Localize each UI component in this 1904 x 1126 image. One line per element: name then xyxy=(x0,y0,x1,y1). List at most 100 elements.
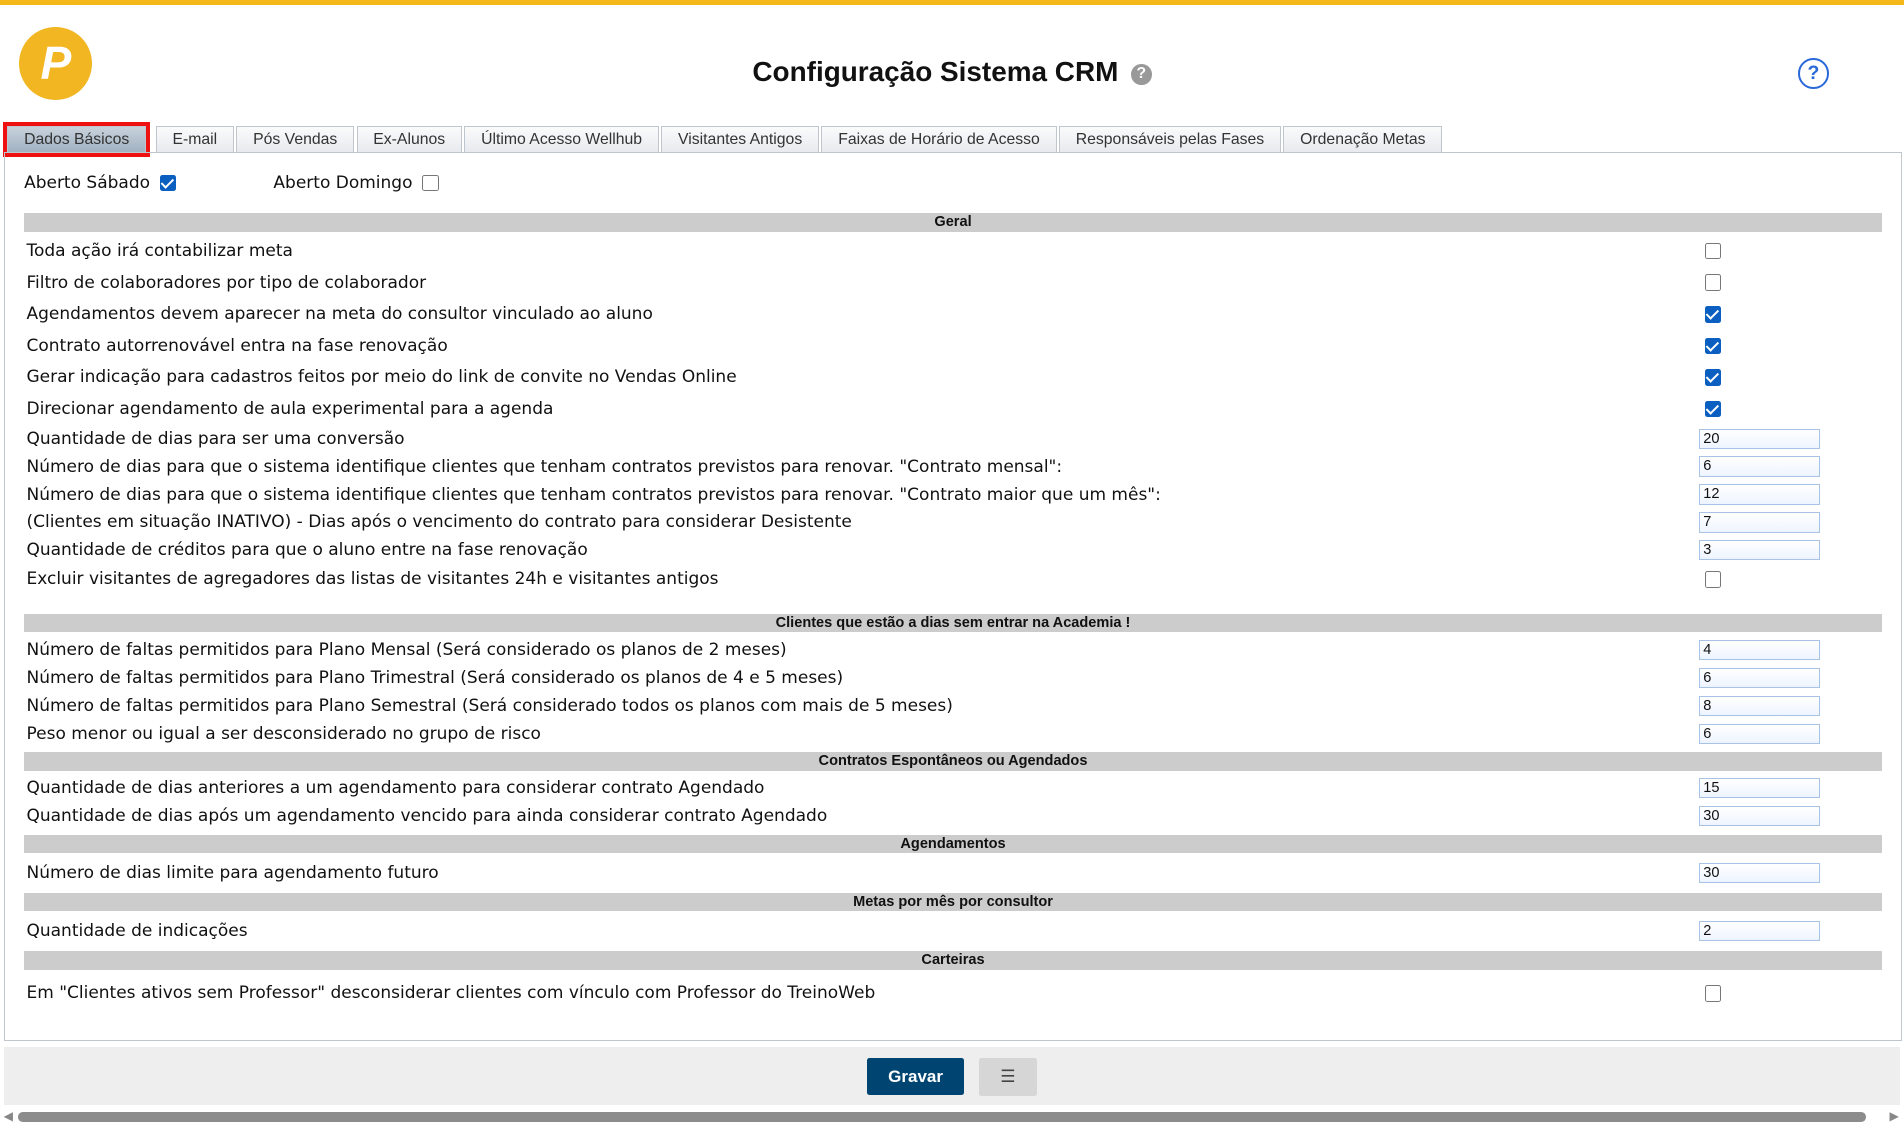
tab-6[interactable]: Faixas de Horário de Acesso xyxy=(821,126,1057,153)
section-header: Geral xyxy=(24,213,1882,232)
setting-input[interactable]: 20 xyxy=(1698,428,1821,449)
setting-control: 30 xyxy=(1698,862,1821,883)
setting-checkbox[interactable] xyxy=(1704,242,1722,260)
setting-label: Contrato autorrenovável entra na fase re… xyxy=(26,335,448,356)
setting-label: Quantidade de créditos para que o aluno … xyxy=(26,540,588,561)
setting-label: Número de faltas permitidos para Plano M… xyxy=(26,639,787,660)
setting-label: Número de faltas permitidos para Plano S… xyxy=(26,695,953,716)
setting-control xyxy=(1699,369,1820,386)
setting-input[interactable]: 4 xyxy=(1698,639,1821,660)
setting-row: Número de dias para que o sistema identi… xyxy=(24,481,1882,509)
setting-label: Quantidade de dias anteriores a um agend… xyxy=(26,778,765,799)
setting-checkbox[interactable] xyxy=(1704,305,1722,323)
setting-input[interactable]: 3 xyxy=(1698,540,1821,561)
setting-row: Toda ação irá contabilizar meta xyxy=(24,235,1882,267)
tab-8[interactable]: Ordenação Metas xyxy=(1283,126,1443,153)
setting-label: Número de dias para que o sistema identi… xyxy=(26,484,1161,505)
setting-row: Direcionar agendamento de aula experimen… xyxy=(24,393,1882,425)
footer-bar: Gravar ☰ xyxy=(3,1046,1901,1105)
tab-3[interactable]: Ex-Alunos xyxy=(356,126,462,153)
setting-label: Peso menor ou igual a ser desconsiderado… xyxy=(26,723,541,744)
option-label: Aberto Sábado xyxy=(24,173,151,194)
question-circle-icon[interactable]: ? xyxy=(1798,58,1829,89)
setting-checkbox[interactable] xyxy=(1704,274,1722,291)
setting-label: Número de dias limite para agendamento f… xyxy=(26,862,439,883)
tab-7[interactable]: Responsáveis pelas Fases xyxy=(1058,126,1281,153)
setting-input[interactable]: 7 xyxy=(1698,512,1821,533)
section-header: Metas por mês por consultor xyxy=(24,893,1882,912)
section-header: Carteiras xyxy=(24,951,1882,970)
setting-control xyxy=(1699,305,1820,323)
section-header: Clientes que estão a dias sem entrar na … xyxy=(24,614,1882,633)
logo: P xyxy=(19,26,93,100)
setting-row: Quantidade de indicações 2 xyxy=(24,915,1882,947)
setting-checkbox[interactable] xyxy=(1704,571,1722,588)
setting-row: Número de faltas permitidos para Plano M… xyxy=(24,636,1882,664)
setting-input[interactable]: 2 xyxy=(1698,920,1821,941)
tab-1[interactable]: E-mail xyxy=(155,126,234,153)
scroll-left-icon[interactable]: ◀ xyxy=(3,1108,13,1123)
setting-row: Quantidade de dias para ser uma conversã… xyxy=(24,425,1882,453)
setting-row: Quantidade de dias após um agendamento v… xyxy=(24,802,1882,830)
setting-control: 4 xyxy=(1698,639,1821,660)
setting-row: Número de dias limite para agendamento f… xyxy=(24,857,1882,889)
section-header: Agendamentos xyxy=(24,834,1882,854)
setting-control: 6 xyxy=(1698,667,1821,688)
setting-input[interactable]: 6 xyxy=(1698,667,1821,688)
option-label: Aberto Domingo xyxy=(273,173,413,194)
setting-control: 15 xyxy=(1698,778,1821,799)
setting-label: Quantidade de indicações xyxy=(26,920,248,941)
tab-0[interactable]: Dados Básicos xyxy=(3,122,151,157)
setting-row: Peso menor ou igual a ser desconsiderado… xyxy=(24,720,1882,748)
help-icon[interactable]: ? xyxy=(1130,64,1152,86)
scroll-right-icon[interactable]: ▶ xyxy=(1889,1108,1899,1123)
setting-input[interactable]: 15 xyxy=(1698,778,1821,799)
setting-row: Número de dias para que o sistema identi… xyxy=(24,453,1882,481)
setting-checkbox[interactable] xyxy=(1704,985,1722,1002)
setting-row: (Clientes em situação INATIVO) - Dias ap… xyxy=(24,508,1882,536)
setting-label: Em "Clientes ativos sem Professor" desco… xyxy=(26,983,876,1004)
setting-row: Número de faltas permitidos para Plano T… xyxy=(24,664,1882,692)
setting-control xyxy=(1699,274,1820,291)
setting-label: Filtro de colaboradores por tipo de cola… xyxy=(26,272,427,293)
setting-row: Agendamentos devem aparecer na meta do c… xyxy=(24,298,1882,330)
setting-row: Em "Clientes ativos sem Professor" desco… xyxy=(24,973,1882,1013)
setting-label: Número de dias para que o sistema identi… xyxy=(26,456,1063,477)
tab-5[interactable]: Visitantes Antigos xyxy=(661,126,819,153)
list-button[interactable]: ☰ xyxy=(978,1057,1037,1097)
setting-row: Quantidade de dias anteriores a um agend… xyxy=(24,774,1882,802)
setting-checkbox[interactable] xyxy=(1704,400,1722,418)
tab-4[interactable]: Último Acesso Wellhub xyxy=(464,126,659,153)
setting-control: 3 xyxy=(1698,540,1821,561)
list-icon: ☰ xyxy=(1000,1066,1016,1087)
setting-control: 2 xyxy=(1698,920,1821,941)
save-button[interactable]: Gravar xyxy=(867,1057,965,1096)
setting-row: Contrato autorrenovável entra na fase re… xyxy=(24,330,1882,362)
setting-input[interactable]: 12 xyxy=(1698,484,1821,505)
setting-control xyxy=(1699,985,1820,1002)
setting-row: Número de faltas permitidos para Plano S… xyxy=(24,692,1882,720)
setting-control xyxy=(1699,400,1820,418)
setting-checkbox[interactable] xyxy=(1704,337,1722,355)
horizontal-scrollbar[interactable] xyxy=(18,1112,1867,1122)
section-header: Contratos Espontâneos ou Agendados xyxy=(24,752,1882,771)
setting-checkbox[interactable] xyxy=(1704,369,1722,386)
setting-input[interactable]: 30 xyxy=(1698,806,1821,827)
setting-input[interactable]: 6 xyxy=(1698,723,1821,744)
setting-label: Número de faltas permitidos para Plano T… xyxy=(26,667,844,688)
setting-input[interactable]: 8 xyxy=(1698,695,1821,716)
setting-row: Quantidade de créditos para que o aluno … xyxy=(24,536,1882,564)
setting-label: Quantidade de dias após um agendamento v… xyxy=(26,806,828,827)
setting-label: Quantidade de dias para ser uma conversã… xyxy=(26,428,405,449)
setting-label: Direcionar agendamento de aula experimen… xyxy=(26,398,554,419)
tab-2[interactable]: Pós Vendas xyxy=(236,126,355,153)
setting-control: 30 xyxy=(1698,806,1821,827)
setting-input[interactable]: 6 xyxy=(1698,456,1821,477)
setting-input[interactable]: 30 xyxy=(1698,862,1821,883)
option-checkbox[interactable] xyxy=(422,174,439,192)
setting-label: Excluir visitantes de agregadores das li… xyxy=(26,569,719,590)
setting-control xyxy=(1699,571,1820,588)
option-checkbox[interactable] xyxy=(159,174,177,192)
setting-label: Agendamentos devem aparecer na meta do c… xyxy=(26,304,653,325)
setting-control xyxy=(1699,242,1820,260)
